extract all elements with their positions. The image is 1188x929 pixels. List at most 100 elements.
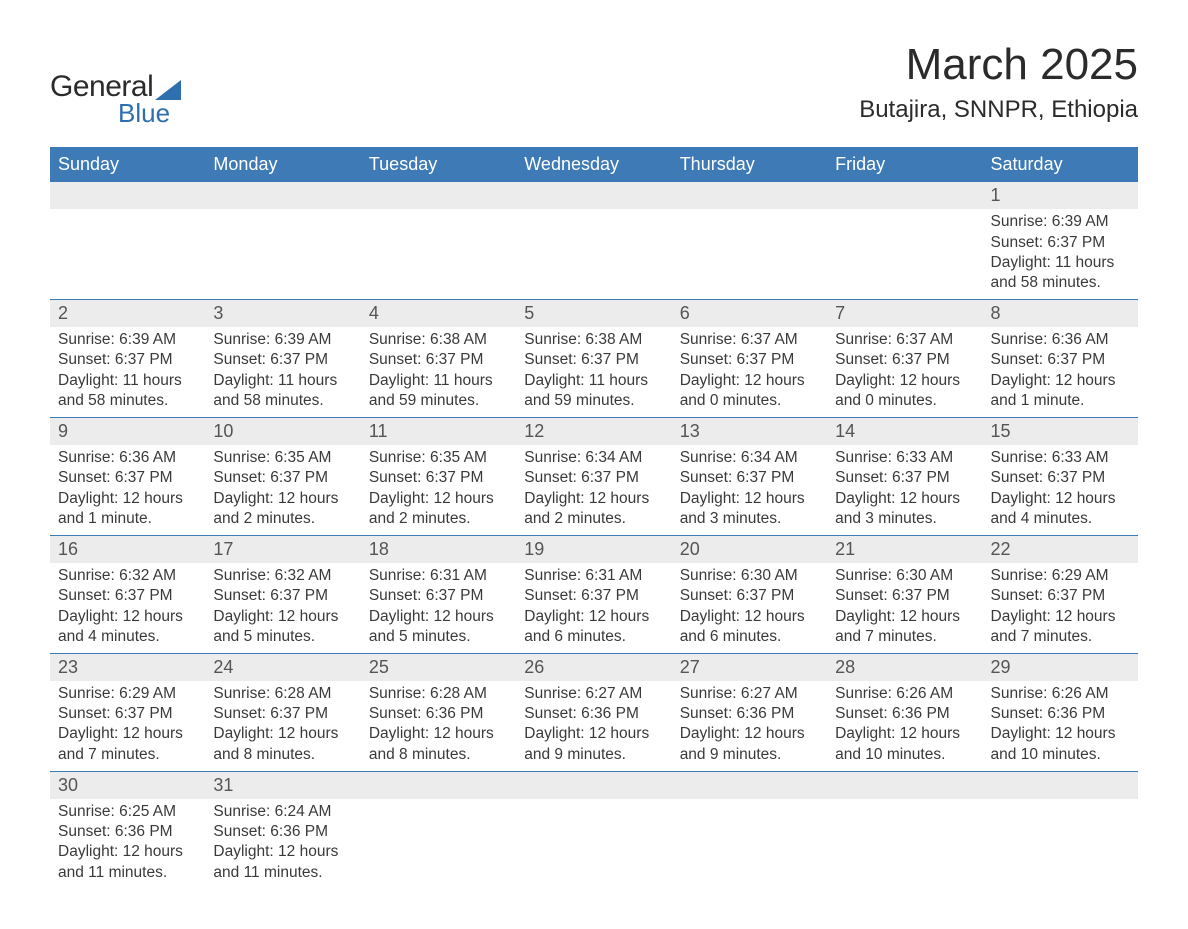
day-number-cell: 27: [672, 653, 827, 681]
day-number-cell: 9: [50, 417, 205, 445]
sunset-line: Sunset: 6:37 PM: [58, 468, 197, 488]
day-details-cell: Sunrise: 6:35 AMSunset: 6:37 PMDaylight:…: [205, 445, 360, 535]
daylight-line: Daylight: 12 hours and 2 minutes.: [369, 489, 508, 529]
day-details-cell: Sunrise: 6:28 AMSunset: 6:37 PMDaylight:…: [205, 681, 360, 771]
day-details-cell: [827, 209, 982, 299]
sunrise-line: Sunrise: 6:38 AM: [369, 330, 508, 350]
daylight-line: Daylight: 12 hours and 0 minutes.: [835, 371, 974, 411]
daylight-line: Daylight: 12 hours and 10 minutes.: [991, 724, 1130, 764]
weekday-header: Friday: [827, 148, 982, 182]
sunrise-line: Sunrise: 6:25 AM: [58, 802, 197, 822]
sunrise-line: Sunrise: 6:30 AM: [835, 566, 974, 586]
day-number-cell: 17: [205, 535, 360, 563]
day-details-cell: Sunrise: 6:36 AMSunset: 6:37 PMDaylight:…: [983, 327, 1138, 417]
day-details-cell: Sunrise: 6:38 AMSunset: 6:37 PMDaylight:…: [516, 327, 671, 417]
weekday-header-row: SundayMondayTuesdayWednesdayThursdayFrid…: [50, 148, 1138, 182]
sunrise-line: Sunrise: 6:39 AM: [213, 330, 352, 350]
sunrise-line: Sunrise: 6:37 AM: [680, 330, 819, 350]
weekday-header: Tuesday: [361, 148, 516, 182]
day-details-cell: Sunrise: 6:39 AMSunset: 6:37 PMDaylight:…: [205, 327, 360, 417]
day-details-cell: Sunrise: 6:30 AMSunset: 6:37 PMDaylight:…: [827, 563, 982, 653]
day-number-cell: [983, 771, 1138, 799]
day-details-cell: Sunrise: 6:32 AMSunset: 6:37 PMDaylight:…: [205, 563, 360, 653]
sunset-line: Sunset: 6:37 PM: [991, 350, 1130, 370]
weekday-header: Monday: [205, 148, 360, 182]
day-details-cell: Sunrise: 6:31 AMSunset: 6:37 PMDaylight:…: [361, 563, 516, 653]
sunrise-line: Sunrise: 6:28 AM: [369, 684, 508, 704]
day-number-cell: 20: [672, 535, 827, 563]
day-number-cell: [827, 771, 982, 799]
sunset-line: Sunset: 6:37 PM: [835, 350, 974, 370]
weekday-header: Sunday: [50, 148, 205, 182]
daynum-row: 9101112131415: [50, 417, 1138, 445]
day-details-cell: [361, 799, 516, 889]
sunrise-line: Sunrise: 6:33 AM: [991, 448, 1130, 468]
sunset-line: Sunset: 6:37 PM: [680, 350, 819, 370]
day-details-cell: Sunrise: 6:37 AMSunset: 6:37 PMDaylight:…: [827, 327, 982, 417]
sunset-line: Sunset: 6:37 PM: [991, 233, 1130, 253]
daylight-line: Daylight: 12 hours and 6 minutes.: [680, 607, 819, 647]
day-number-cell: [516, 182, 671, 210]
sunrise-line: Sunrise: 6:28 AM: [213, 684, 352, 704]
daylight-line: Daylight: 12 hours and 3 minutes.: [835, 489, 974, 529]
sunrise-line: Sunrise: 6:26 AM: [991, 684, 1130, 704]
day-number-cell: 16: [50, 535, 205, 563]
day-details-cell: Sunrise: 6:36 AMSunset: 6:37 PMDaylight:…: [50, 445, 205, 535]
daylight-line: Daylight: 12 hours and 5 minutes.: [213, 607, 352, 647]
day-details-cell: Sunrise: 6:30 AMSunset: 6:37 PMDaylight:…: [672, 563, 827, 653]
daylight-line: Daylight: 12 hours and 0 minutes.: [680, 371, 819, 411]
day-details-cell: Sunrise: 6:34 AMSunset: 6:37 PMDaylight:…: [672, 445, 827, 535]
sunset-line: Sunset: 6:37 PM: [213, 350, 352, 370]
day-details-cell: Sunrise: 6:38 AMSunset: 6:37 PMDaylight:…: [361, 327, 516, 417]
daynum-row: 1: [50, 182, 1138, 210]
daylight-line: Daylight: 12 hours and 11 minutes.: [58, 842, 197, 882]
day-number-cell: [516, 771, 671, 799]
daylight-line: Daylight: 11 hours and 58 minutes.: [991, 253, 1130, 293]
sunset-line: Sunset: 6:37 PM: [369, 468, 508, 488]
sunrise-line: Sunrise: 6:36 AM: [991, 330, 1130, 350]
sunset-line: Sunset: 6:37 PM: [58, 350, 197, 370]
sunrise-line: Sunrise: 6:27 AM: [680, 684, 819, 704]
daynum-row: 3031: [50, 771, 1138, 799]
calendar-table: SundayMondayTuesdayWednesdayThursdayFrid…: [50, 147, 1138, 889]
daylight-line: Daylight: 12 hours and 2 minutes.: [213, 489, 352, 529]
day-number-cell: 23: [50, 653, 205, 681]
day-number-cell: 15: [983, 417, 1138, 445]
daylight-line: Daylight: 11 hours and 58 minutes.: [58, 371, 197, 411]
sunrise-line: Sunrise: 6:29 AM: [58, 684, 197, 704]
day-number-cell: 28: [827, 653, 982, 681]
day-details-cell: [827, 799, 982, 889]
sunrise-line: Sunrise: 6:37 AM: [835, 330, 974, 350]
daynum-row: 2345678: [50, 299, 1138, 327]
sunrise-line: Sunrise: 6:33 AM: [835, 448, 974, 468]
day-number-cell: 13: [672, 417, 827, 445]
daylight-line: Daylight: 12 hours and 11 minutes.: [213, 842, 352, 882]
day-details-cell: Sunrise: 6:26 AMSunset: 6:36 PMDaylight:…: [827, 681, 982, 771]
sunset-line: Sunset: 6:36 PM: [369, 704, 508, 724]
sunrise-line: Sunrise: 6:38 AM: [524, 330, 663, 350]
sunset-line: Sunset: 6:37 PM: [369, 350, 508, 370]
sunset-line: Sunset: 6:37 PM: [58, 704, 197, 724]
details-row: Sunrise: 6:25 AMSunset: 6:36 PMDaylight:…: [50, 799, 1138, 889]
title-block: March 2025 Butajira, SNNPR, Ethiopia: [859, 40, 1138, 124]
day-number-cell: 8: [983, 299, 1138, 327]
day-number-cell: 6: [672, 299, 827, 327]
day-details-cell: Sunrise: 6:34 AMSunset: 6:37 PMDaylight:…: [516, 445, 671, 535]
weekday-header: Saturday: [983, 148, 1138, 182]
sunrise-line: Sunrise: 6:35 AM: [213, 448, 352, 468]
day-number-cell: 31: [205, 771, 360, 799]
sunrise-line: Sunrise: 6:35 AM: [369, 448, 508, 468]
sunset-line: Sunset: 6:37 PM: [213, 586, 352, 606]
day-details-cell: Sunrise: 6:32 AMSunset: 6:37 PMDaylight:…: [50, 563, 205, 653]
sunset-line: Sunset: 6:36 PM: [835, 704, 974, 724]
daylight-line: Daylight: 12 hours and 6 minutes.: [524, 607, 663, 647]
day-number-cell: 2: [50, 299, 205, 327]
day-number-cell: 14: [827, 417, 982, 445]
day-number-cell: 24: [205, 653, 360, 681]
day-details-cell: [205, 209, 360, 299]
logo-triangle-icon: [155, 80, 181, 100]
daylight-line: Daylight: 12 hours and 7 minutes.: [835, 607, 974, 647]
weekday-header: Wednesday: [516, 148, 671, 182]
day-details-cell: [516, 799, 671, 889]
sunset-line: Sunset: 6:36 PM: [991, 704, 1130, 724]
